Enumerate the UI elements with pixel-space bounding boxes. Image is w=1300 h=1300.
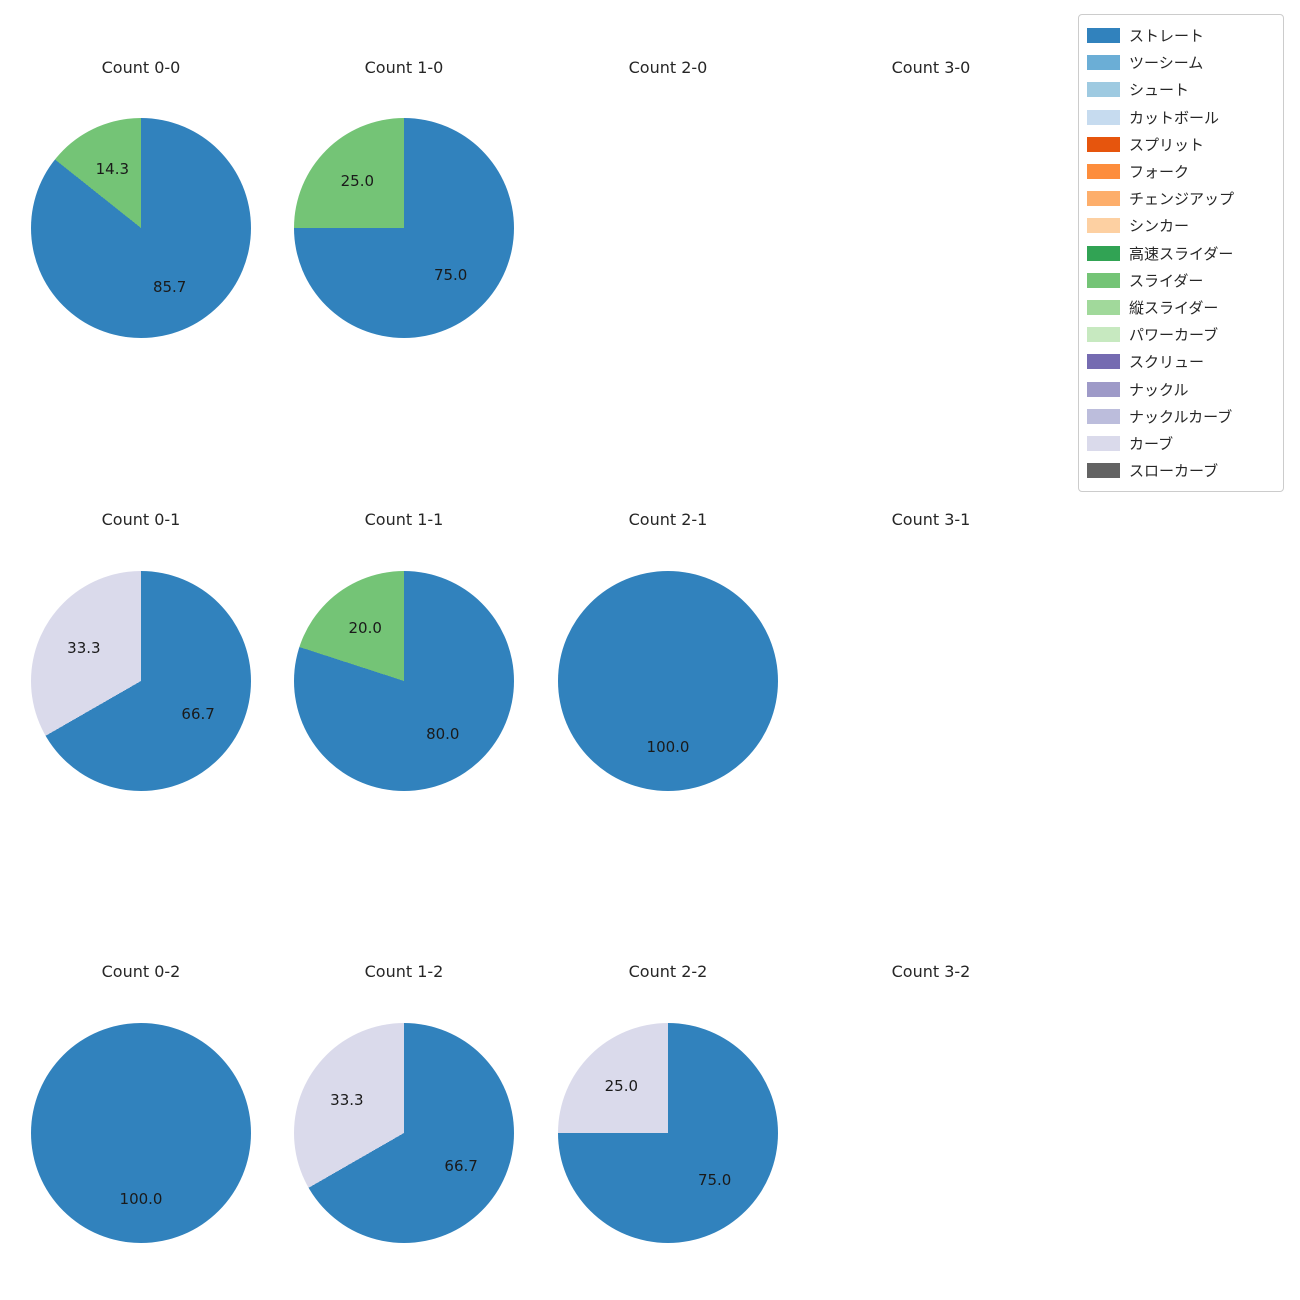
legend-label: ナックルカーブ bbox=[1129, 407, 1233, 426]
pie-title: Count 0-2 bbox=[101, 962, 181, 981]
legend-swatch bbox=[1087, 354, 1120, 370]
legend-label: スローカーブ bbox=[1129, 462, 1219, 481]
legend-label: ストレート bbox=[1129, 27, 1205, 46]
legend-label: ツーシーム bbox=[1129, 54, 1204, 73]
legend-swatch bbox=[1087, 109, 1120, 125]
legend-swatch bbox=[1087, 191, 1120, 207]
legend-item: 縦スライダー bbox=[1087, 294, 1275, 321]
pie-title: Count 2-0 bbox=[628, 58, 708, 77]
legend-swatch bbox=[1087, 55, 1120, 71]
legend-label: カーブ bbox=[1129, 434, 1174, 453]
legend-item: ストレート bbox=[1087, 22, 1275, 49]
pie-percent-label: 33.3 bbox=[330, 1090, 364, 1109]
legend-swatch bbox=[1087, 136, 1120, 152]
pie-percent-label: 80.0 bbox=[426, 725, 460, 744]
pie-title: Count 2-2 bbox=[628, 962, 708, 981]
legend-swatch bbox=[1087, 218, 1120, 234]
legend: ストレートツーシームシュートカットボール スプリットフォークチェンジアップ シンカー… bbox=[1078, 14, 1284, 493]
legend-swatch bbox=[1087, 28, 1120, 44]
legend-swatch bbox=[1087, 408, 1120, 424]
pie-title: Count 1-0 bbox=[364, 58, 444, 77]
pie-chart bbox=[294, 1023, 514, 1243]
pie-percent-label: 100.0 bbox=[646, 738, 690, 756]
legend-item: カットボール bbox=[1087, 104, 1275, 131]
legend-item: カーブ bbox=[1087, 430, 1275, 457]
legend-item: スローカーブ bbox=[1087, 457, 1275, 484]
legend-item: ツーシーム bbox=[1087, 49, 1275, 76]
legend-item: ナックル bbox=[1087, 375, 1275, 402]
pie-percent-label: 85.7 bbox=[152, 278, 187, 297]
pie-chart bbox=[31, 1023, 251, 1243]
legend-label: スプリット bbox=[1129, 135, 1205, 154]
legend-label: パワーカーブ bbox=[1129, 326, 1219, 345]
legend-label: スライダー bbox=[1129, 271, 1204, 290]
legend-item: ナックルカーブ bbox=[1087, 403, 1275, 430]
legend-items: ストレートツーシームシュートカットボール スプリットフォークチェンジアップ シンカー… bbox=[1087, 22, 1275, 484]
pie-percent-label: 20.0 bbox=[348, 618, 382, 637]
pie-chart bbox=[294, 571, 514, 791]
pie-percent-label: 66.7 bbox=[181, 705, 215, 724]
pie-percent-label: 100.0 bbox=[119, 1190, 163, 1208]
pie-title: Count 0-0 bbox=[101, 58, 181, 77]
legend-swatch bbox=[1087, 463, 1120, 479]
pie-chart bbox=[31, 571, 251, 791]
pie-title: Count 0-1 bbox=[101, 510, 181, 529]
legend-swatch bbox=[1087, 272, 1120, 288]
legend-item: シュート bbox=[1087, 76, 1275, 103]
legend-item: スプリット bbox=[1087, 131, 1275, 158]
pie-percent-label: 66.7 bbox=[444, 1157, 478, 1176]
legend-item: シンカー bbox=[1087, 212, 1275, 239]
pie-chart bbox=[31, 118, 251, 338]
legend-item: チェンジアップ bbox=[1087, 185, 1275, 212]
legend-swatch bbox=[1087, 327, 1120, 343]
pie-percent-label: 25.0 bbox=[340, 172, 375, 191]
pie-chart bbox=[558, 1023, 778, 1243]
legend-swatch bbox=[1087, 164, 1120, 180]
legend-label: スクリュー bbox=[1129, 353, 1205, 372]
pie-title: Count 3-1 bbox=[891, 510, 971, 529]
pie-title: Count 3-2 bbox=[891, 962, 971, 981]
legend-label: チェンジアップ bbox=[1129, 190, 1235, 209]
pie-percent-label: 33.3 bbox=[67, 638, 101, 657]
legend-label: フォーク bbox=[1129, 163, 1190, 182]
legend-swatch bbox=[1087, 381, 1120, 397]
pie-chart bbox=[558, 571, 778, 791]
legend-label: シンカー bbox=[1129, 217, 1190, 236]
legend-label: 高速スライダー bbox=[1129, 244, 1234, 263]
pie-title: Count 3-0 bbox=[891, 58, 971, 77]
pie-title: Count 2-1 bbox=[628, 510, 708, 529]
pie-chart bbox=[294, 118, 514, 338]
pie-title: Count 1-2 bbox=[364, 962, 444, 981]
pie-percent-label: 75.0 bbox=[433, 265, 468, 284]
pie-percent-label: 75.0 bbox=[697, 1170, 732, 1189]
legend-item: フォーク bbox=[1087, 158, 1275, 185]
legend-swatch bbox=[1087, 245, 1120, 261]
pie-percent-label: 25.0 bbox=[604, 1077, 639, 1096]
legend-swatch bbox=[1087, 299, 1120, 315]
legend-swatch bbox=[1087, 82, 1120, 98]
pie-title: Count 1-1 bbox=[364, 510, 444, 529]
legend-label: シュート bbox=[1129, 81, 1190, 100]
legend-item: 高速スライダー bbox=[1087, 240, 1275, 267]
legend-item: スクリュー bbox=[1087, 348, 1275, 375]
legend-item: スライダー bbox=[1087, 267, 1275, 294]
legend-label: ナックル bbox=[1129, 380, 1189, 399]
legend-item: パワーカーブ bbox=[1087, 321, 1275, 348]
pie-percent-label: 14.3 bbox=[95, 159, 130, 178]
legend-label: カットボール bbox=[1129, 108, 1220, 127]
legend-swatch bbox=[1087, 435, 1120, 451]
legend-label: 縦スライダー bbox=[1129, 298, 1219, 317]
